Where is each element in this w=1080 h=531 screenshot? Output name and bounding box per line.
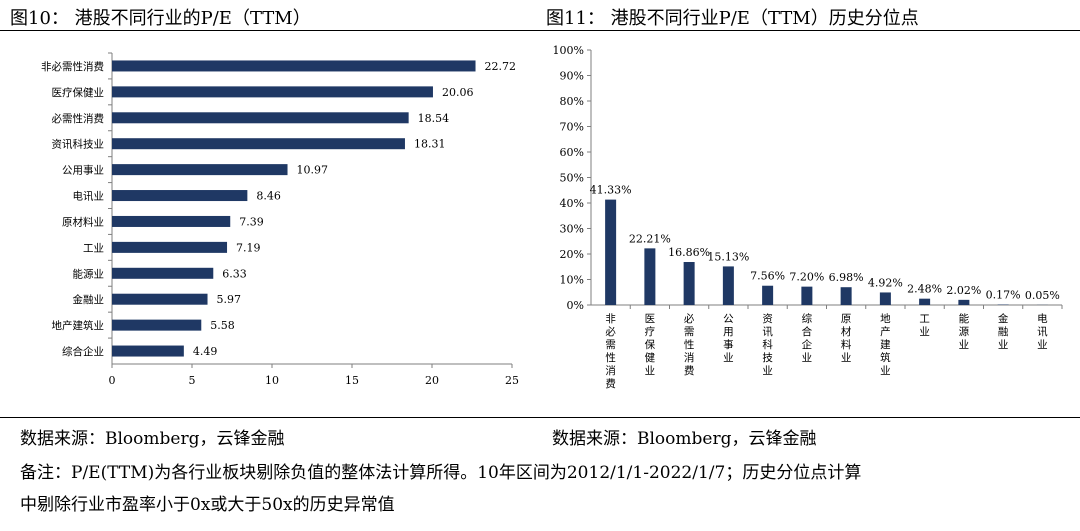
category-label: 必需性消费: [684, 312, 695, 377]
bar-9: [112, 293, 208, 305]
left-chart-title: 图10： 港股不同行业的P/E（TTM）: [10, 8, 311, 29]
value-label: 4.92%: [868, 276, 903, 289]
bar-8: [919, 298, 931, 305]
y-tick-label: 30%: [560, 223, 584, 236]
bar-9: [958, 299, 970, 305]
right-chart-title: 图11： 港股不同行业P/E（TTM）历史分位点: [546, 8, 919, 29]
x-tick-label: 10: [265, 374, 279, 387]
bar-3: [722, 266, 734, 305]
bar-4: [762, 285, 774, 305]
pe-percentile-chart: 0% 10% 20% 30% 40% 50% 60% 70% 80% 90% 100% 41.33% 非…: [553, 44, 1063, 390]
category-label: 非必需性消费: [41, 60, 104, 73]
bar-8: [112, 267, 214, 279]
category-label: 非必需性消费: [605, 313, 616, 390]
top-rule: [0, 30, 1080, 31]
category-label: 原材料业: [841, 313, 852, 364]
bar-7: [112, 241, 228, 253]
right-source-text: 数据来源：Bloomberg，云锋金融: [552, 429, 817, 449]
bar-0: [605, 199, 617, 305]
bar-5: [112, 190, 248, 202]
value-label: 7.56%: [750, 270, 785, 283]
note-line-2: 中剔除行业市盈率小于0x或大于50x的历史异常值: [20, 495, 395, 515]
left-source-text: 数据来源：Bloomberg，云锋金融: [20, 429, 285, 449]
category-label: 综合企业: [802, 312, 813, 364]
x-tick-label: 0: [109, 374, 116, 387]
value-label: 7.20%: [789, 271, 824, 284]
x-tick-label: 5: [189, 374, 196, 387]
category-label: 资讯科技业: [52, 138, 105, 151]
value-label: 5.58: [210, 319, 235, 332]
bar-7: [879, 292, 891, 305]
category-label: 地产建筑业: [52, 319, 105, 332]
x-tick-label: 15: [345, 374, 359, 387]
value-label: 15.13%: [707, 250, 749, 263]
category-label: 电讯业: [1037, 312, 1048, 351]
y-tick-label: 40%: [560, 197, 584, 210]
value-label: 2.48%: [907, 283, 942, 296]
value-label: 22.21%: [629, 232, 671, 245]
bar-11: [112, 345, 184, 357]
bar-2: [112, 112, 409, 124]
category-label: 电讯业: [73, 190, 105, 203]
value-label: 5.97: [217, 293, 242, 306]
bar-0: [112, 60, 476, 72]
category-label: 医疗保健业: [52, 86, 105, 99]
value-label: 7.39: [239, 215, 263, 228]
category-label: 原材料业: [62, 215, 104, 228]
value-label: 0.05%: [1025, 289, 1060, 302]
bar-1: [644, 248, 656, 305]
value-label: 18.54: [418, 112, 450, 125]
value-label: 41.33%: [590, 184, 632, 197]
category-label: 公用事业: [723, 313, 734, 364]
category-label: 工业: [83, 242, 104, 254]
category-label: 公用事业: [62, 164, 104, 177]
bar-3: [112, 138, 405, 150]
category-label: 金融业: [998, 312, 1009, 351]
bar-4: [112, 164, 288, 176]
category-label: 综合企业: [62, 345, 104, 358]
value-label: 6.98%: [829, 271, 864, 284]
category-label: 地产建筑业: [880, 312, 891, 377]
bar-5: [801, 286, 813, 305]
x-tick-label: 25: [505, 374, 519, 387]
category-label: 金融业: [73, 293, 105, 306]
x-tick-label: 20: [425, 374, 439, 387]
y-tick-label: 20%: [560, 248, 584, 261]
bar-10: [112, 319, 202, 331]
value-label: 7.19: [236, 241, 260, 254]
value-label: 16.86%: [668, 246, 710, 259]
category-label: 能源业: [959, 312, 970, 351]
bottom-rule: [0, 417, 1080, 418]
value-label: 20.06: [442, 86, 474, 99]
bar-6: [112, 215, 231, 227]
y-tick-label: 0%: [567, 299, 584, 312]
category-label: 医疗保健业: [645, 313, 656, 377]
bar-2: [683, 262, 695, 305]
y-tick-label: 60%: [560, 146, 584, 159]
value-label: 2.02%: [946, 284, 981, 297]
y-tick-label: 100%: [553, 44, 584, 57]
category-label: 工业: [919, 313, 930, 338]
y-tick-label: 10%: [560, 274, 584, 287]
note-line-1: 备注：P/E(TTM)为各行业板块剔除负值的整体法计算所得。10年区间为2012…: [20, 463, 862, 483]
category-label: 必需性消费: [52, 112, 105, 125]
bar-6: [840, 287, 852, 305]
bar-1: [112, 86, 433, 98]
y-tick-label: 80%: [560, 95, 584, 108]
value-label: 0.17%: [986, 289, 1021, 302]
y-tick-label: 70%: [560, 121, 584, 134]
value-label: 8.46: [256, 190, 281, 203]
category-label: 资讯科技业: [762, 313, 773, 377]
value-label: 4.49: [193, 345, 218, 358]
value-label: 6.33: [222, 267, 247, 280]
y-tick-label: 50%: [560, 172, 584, 185]
value-label: 18.31: [414, 138, 446, 151]
value-label: 22.72: [485, 60, 517, 73]
y-tick-label: 90%: [560, 70, 584, 83]
value-label: 10.97: [297, 164, 329, 177]
pe-bar-chart: 0 5 10 15 20 25 非必需性消费 22.72 医疗保健业 20.06 必需性消费 18.5…: [41, 52, 519, 387]
category-label: 能源业: [73, 267, 105, 280]
